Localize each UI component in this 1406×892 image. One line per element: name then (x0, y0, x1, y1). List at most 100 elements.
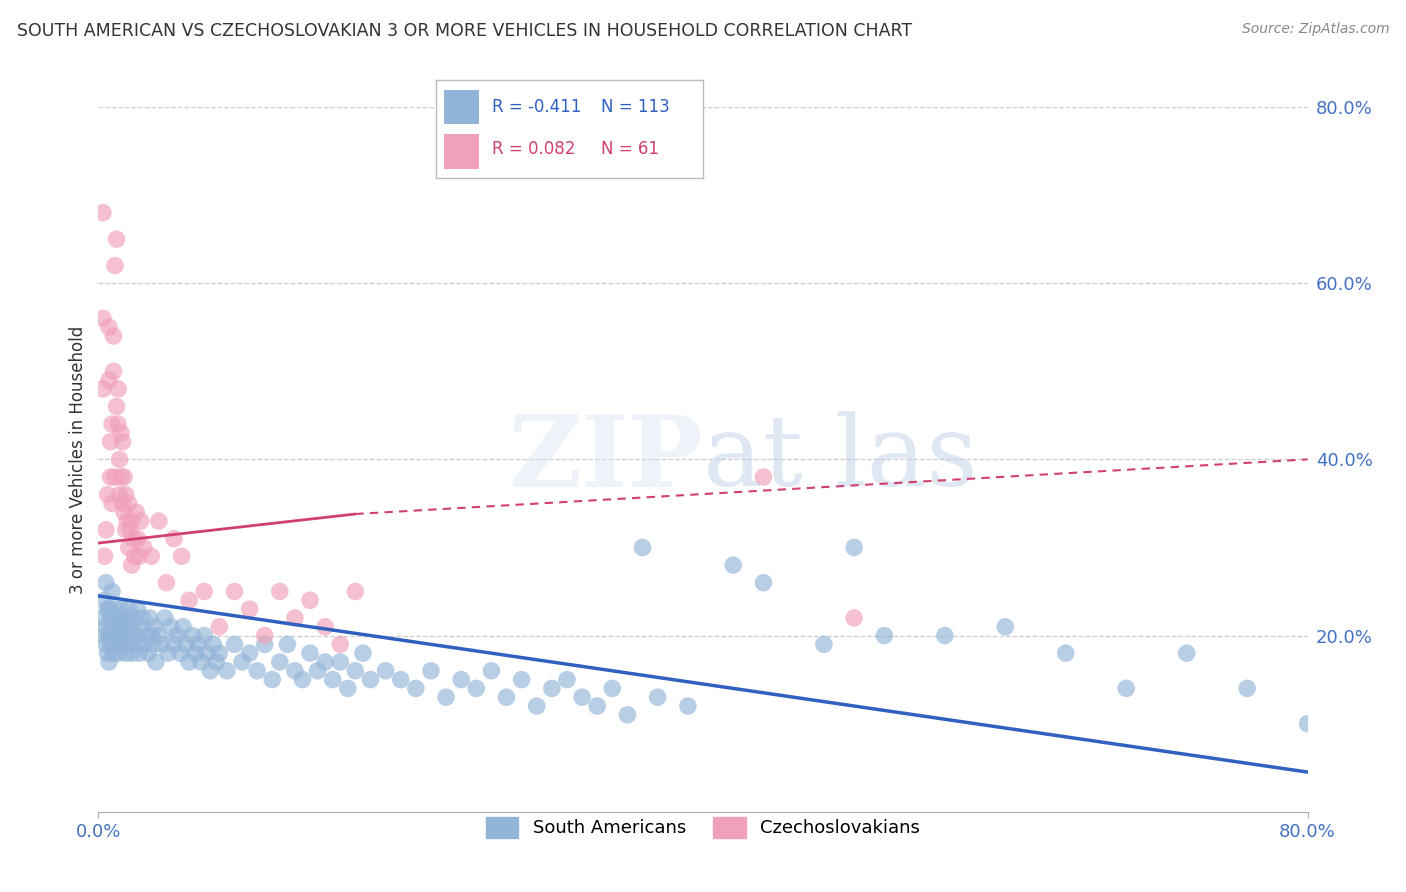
Point (1115, 681, 1137, 696)
Point (495, 690, 517, 705)
Text: R = 0.082: R = 0.082 (492, 140, 575, 158)
Point (844, 611, 866, 625)
Point (121, 514, 143, 528)
Point (631, 541, 654, 555)
Point (91, 382, 114, 396)
Point (200, 664, 222, 678)
Point (115, 514, 138, 528)
Point (1236, 681, 1258, 696)
Point (100, 434, 122, 449)
Point (105, 611, 128, 625)
Point (104, 259, 127, 273)
Point (1054, 646, 1077, 660)
Point (586, 699, 609, 714)
Point (170, 549, 193, 564)
Point (111, 434, 134, 449)
Point (169, 646, 191, 660)
Point (120, 628, 142, 642)
Point (98, 628, 121, 642)
Point (276, 637, 298, 651)
Point (127, 532, 149, 546)
Point (647, 690, 669, 705)
Point (336, 681, 359, 696)
Point (344, 664, 367, 678)
Point (110, 602, 132, 616)
Point (125, 628, 148, 642)
Point (231, 655, 253, 669)
Point (676, 699, 699, 714)
Point (108, 487, 131, 501)
Point (934, 628, 956, 642)
Point (91, 311, 114, 326)
Point (121, 646, 143, 660)
Point (101, 417, 124, 431)
Point (208, 646, 231, 660)
Point (118, 637, 141, 651)
Point (224, 584, 246, 599)
Bar (444, 134, 478, 169)
Point (105, 400, 128, 414)
Y-axis label: 3 or more Vehicles in Household: 3 or more Vehicles in Household (69, 326, 87, 593)
Point (322, 673, 344, 687)
Point (184, 646, 207, 660)
Point (344, 584, 367, 599)
Point (526, 699, 548, 714)
Point (145, 655, 167, 669)
Point (94, 637, 117, 651)
Point (118, 602, 141, 616)
Point (141, 549, 163, 564)
Point (1175, 646, 1198, 660)
Point (128, 646, 150, 660)
Point (510, 673, 533, 687)
Point (148, 628, 170, 642)
Text: N = 61: N = 61 (602, 140, 659, 158)
Point (555, 673, 578, 687)
Point (752, 470, 775, 484)
Point (994, 620, 1017, 634)
Point (110, 425, 132, 440)
Point (174, 637, 197, 651)
Point (179, 655, 201, 669)
Point (114, 523, 136, 537)
Text: N = 113: N = 113 (602, 98, 671, 116)
Point (103, 329, 125, 343)
Point (179, 593, 201, 607)
Point (374, 664, 396, 678)
Point (329, 655, 352, 669)
Point (153, 611, 176, 625)
Point (96, 487, 118, 501)
Point (195, 646, 218, 660)
Point (124, 637, 146, 651)
Point (181, 628, 204, 642)
Text: R = -0.411: R = -0.411 (492, 98, 581, 116)
Point (104, 470, 127, 484)
Point (100, 637, 122, 651)
Point (239, 646, 262, 660)
Text: at las: at las (703, 411, 977, 508)
Point (131, 611, 153, 625)
Point (93, 593, 115, 607)
Point (139, 611, 162, 625)
Point (91, 611, 114, 625)
Point (571, 690, 593, 705)
Point (205, 655, 228, 669)
Point (752, 575, 775, 590)
Point (110, 620, 132, 634)
Text: Source: ZipAtlas.com: Source: ZipAtlas.com (1241, 22, 1389, 37)
Point (129, 514, 152, 528)
Point (166, 628, 188, 642)
Point (110, 470, 132, 484)
Point (405, 681, 427, 696)
Point (284, 611, 307, 625)
Point (114, 611, 136, 625)
Point (723, 558, 745, 573)
Point (107, 646, 129, 660)
Text: SOUTH AMERICAN VS CZECHOSLOVAKIAN 3 OR MORE VEHICLES IN HOUSEHOLD CORRELATION CH: SOUTH AMERICAN VS CZECHOSLOVAKIAN 3 OR M… (17, 22, 912, 40)
Point (873, 628, 896, 642)
Point (141, 628, 163, 642)
Point (540, 681, 562, 696)
Point (150, 637, 173, 651)
Point (143, 620, 166, 634)
Point (187, 637, 209, 651)
Point (114, 487, 136, 501)
